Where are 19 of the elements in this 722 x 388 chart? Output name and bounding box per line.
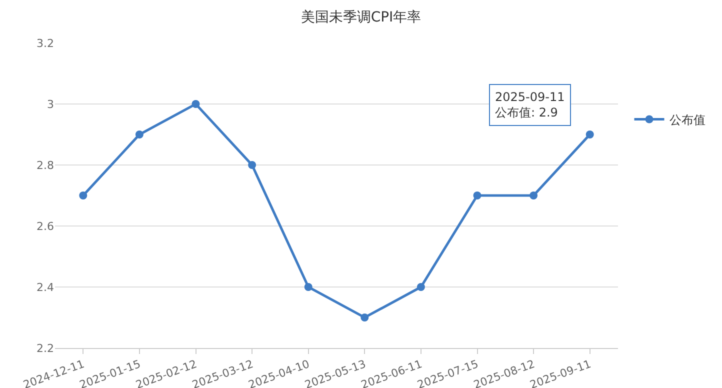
y-tick-label: 3 <box>47 98 54 111</box>
point <box>530 192 538 200</box>
point <box>304 283 312 291</box>
legend-label: 公布值 <box>669 112 706 127</box>
y-tick-label: 2.6 <box>36 220 54 233</box>
y-tick-label: 2.2 <box>36 342 54 355</box>
point <box>473 192 482 200</box>
point <box>586 130 594 138</box>
y-tick-label: 2.4 <box>36 280 54 294</box>
point <box>248 161 256 169</box>
annotation: 2025-09-11 公布值: 2.9 <box>495 90 565 120</box>
point <box>360 314 369 322</box>
y-tick-label: 2.8 <box>36 158 54 172</box>
chart-title: 美国未季调CPI年率 <box>300 9 422 26</box>
point <box>79 192 88 200</box>
point <box>135 130 144 138</box>
point <box>416 283 425 291</box>
point <box>192 100 200 108</box>
y-tick-label: 3.2 <box>36 36 54 50</box>
